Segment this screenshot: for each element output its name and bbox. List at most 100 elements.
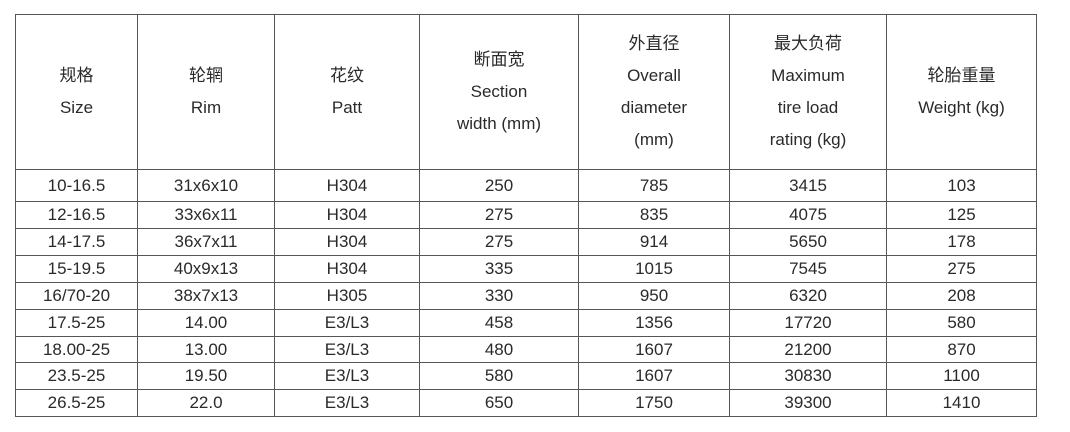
cell-pattern: E3/L3 <box>274 336 420 363</box>
header-max-load: 最大负荷 Maximum tire load rating (kg) <box>729 14 887 170</box>
cell-section-width: 335 <box>419 255 579 283</box>
cell-size: 18.00-25 <box>15 336 138 363</box>
header-line: Rim <box>190 98 222 117</box>
header-weight: 轮胎重量 Weight (kg) <box>886 14 1037 170</box>
cell-section-width: 275 <box>419 201 579 229</box>
cell-rim: 33x6x11 <box>137 201 275 229</box>
header-pattern: 花纹 Patt <box>274 14 420 170</box>
header-line: Weight (kg) <box>918 98 1005 117</box>
cell-pattern: H304 <box>274 255 420 283</box>
cell-rim: 14.00 <box>137 309 275 337</box>
cell-overall-diameter: 785 <box>578 169 730 202</box>
cell-size: 15-19.5 <box>15 255 138 283</box>
cell-section-width: 650 <box>419 389 579 417</box>
cell-size: 17.5-25 <box>15 309 138 337</box>
header-line: (mm) <box>634 130 674 149</box>
header-line: 断面宽 <box>473 50 525 69</box>
cell-overall-diameter: 1607 <box>578 336 730 363</box>
cell-rim: 19.50 <box>137 362 275 390</box>
cell-weight: 580 <box>886 309 1037 337</box>
cell-pattern: H304 <box>274 201 420 229</box>
cell-weight: 178 <box>886 228 1037 256</box>
cell-max-load: 17720 <box>729 309 887 337</box>
cell-weight: 1410 <box>886 389 1037 417</box>
cell-weight: 208 <box>886 282 1037 310</box>
table-row: 10-16.5 31x6x10 H304 250 785 3415 103 <box>15 169 1037 202</box>
cell-overall-diameter: 950 <box>578 282 730 310</box>
header-line: Patt <box>331 98 363 117</box>
cell-weight: 275 <box>886 255 1037 283</box>
cell-rim: 31x6x10 <box>137 169 275 202</box>
header-line: Overall <box>627 66 681 85</box>
header-line: 轮辋 <box>189 66 223 85</box>
cell-section-width: 275 <box>419 228 579 256</box>
cell-size: 12-16.5 <box>15 201 138 229</box>
cell-weight: 1100 <box>886 362 1037 390</box>
table-row: 14-17.5 36x7x11 H304 275 914 5650 178 <box>15 228 1037 256</box>
cell-pattern: H304 <box>274 169 420 202</box>
cell-overall-diameter: 835 <box>578 201 730 229</box>
cell-pattern: H304 <box>274 228 420 256</box>
cell-pattern: H305 <box>274 282 420 310</box>
cell-overall-diameter: 1015 <box>578 255 730 283</box>
header-line: 最大负荷 <box>774 34 842 53</box>
cell-size: 26.5-25 <box>15 389 138 417</box>
cell-size: 23.5-25 <box>15 362 138 390</box>
tire-spec-table: 规格 Size 轮辋 Rim 花纹 Patt 断面宽 Section width (mm) 外直径… <box>15 14 1037 417</box>
cell-section-width: 250 <box>419 169 579 202</box>
table-row: 26.5-25 22.0 E3/L3 650 1750 39300 1410 <box>15 389 1037 417</box>
cell-rim: 40x9x13 <box>137 255 275 283</box>
cell-max-load: 21200 <box>729 336 887 363</box>
header-line: width (mm) <box>456 114 542 133</box>
header-line: Maximum <box>771 66 845 85</box>
header-line: 花纹 <box>330 66 364 85</box>
cell-size: 16/70-20 <box>15 282 138 310</box>
table-row: 18.00-25 13.00 E3/L3 480 1607 21200 870 <box>15 336 1037 363</box>
cell-section-width: 480 <box>419 336 579 363</box>
cell-max-load: 4075 <box>729 201 887 229</box>
header-line: diameter <box>620 98 688 117</box>
header-line: tire load <box>777 98 839 117</box>
header-size: 规格 Size <box>15 14 138 170</box>
header-line: Section <box>470 82 528 101</box>
cell-pattern: E3/L3 <box>274 362 420 390</box>
cell-weight: 125 <box>886 201 1037 229</box>
table-row: 23.5-25 19.50 E3/L3 580 1607 30830 1100 <box>15 362 1037 390</box>
cell-max-load: 30830 <box>729 362 887 390</box>
table-row: 15-19.5 40x9x13 H304 335 1015 7545 275 <box>15 255 1037 283</box>
cell-section-width: 330 <box>419 282 579 310</box>
cell-overall-diameter: 1607 <box>578 362 730 390</box>
cell-rim: 22.0 <box>137 389 275 417</box>
header-rim: 轮辋 Rim <box>137 14 275 170</box>
cell-pattern: E3/L3 <box>274 309 420 337</box>
header-line: 外直径 <box>628 34 680 53</box>
table-row: 12-16.5 33x6x11 H304 275 835 4075 125 <box>15 201 1037 229</box>
header-line: 轮胎重量 <box>927 66 996 85</box>
header-line: 规格 <box>59 66 94 85</box>
table-row: 17.5-25 14.00 E3/L3 458 1356 17720 580 <box>15 309 1037 337</box>
table-row: 16/70-20 38x7x13 H305 330 950 6320 208 <box>15 282 1037 310</box>
cell-max-load: 7545 <box>729 255 887 283</box>
cell-section-width: 580 <box>419 362 579 390</box>
header-line: rating (kg) <box>769 130 847 149</box>
cell-pattern: E3/L3 <box>274 389 420 417</box>
cell-overall-diameter: 1356 <box>578 309 730 337</box>
cell-max-load: 3415 <box>729 169 887 202</box>
cell-overall-diameter: 1750 <box>578 389 730 417</box>
header-overall-diameter: 外直径 Overall diameter (mm) <box>578 14 730 170</box>
cell-section-width: 458 <box>419 309 579 337</box>
cell-rim: 13.00 <box>137 336 275 363</box>
header-row: 规格 Size 轮辋 Rim 花纹 Patt 断面宽 Section width (mm) 外直径… <box>15 14 1037 170</box>
cell-max-load: 39300 <box>729 389 887 417</box>
cell-weight: 103 <box>886 169 1037 202</box>
header-section-width: 断面宽 Section width (mm) <box>419 14 579 170</box>
cell-max-load: 5650 <box>729 228 887 256</box>
header-line: Size <box>59 98 94 117</box>
cell-size: 14-17.5 <box>15 228 138 256</box>
cell-size: 10-16.5 <box>15 169 138 202</box>
cell-weight: 870 <box>886 336 1037 363</box>
cell-rim: 38x7x13 <box>137 282 275 310</box>
cell-overall-diameter: 914 <box>578 228 730 256</box>
cell-max-load: 6320 <box>729 282 887 310</box>
cell-rim: 36x7x11 <box>137 228 275 256</box>
